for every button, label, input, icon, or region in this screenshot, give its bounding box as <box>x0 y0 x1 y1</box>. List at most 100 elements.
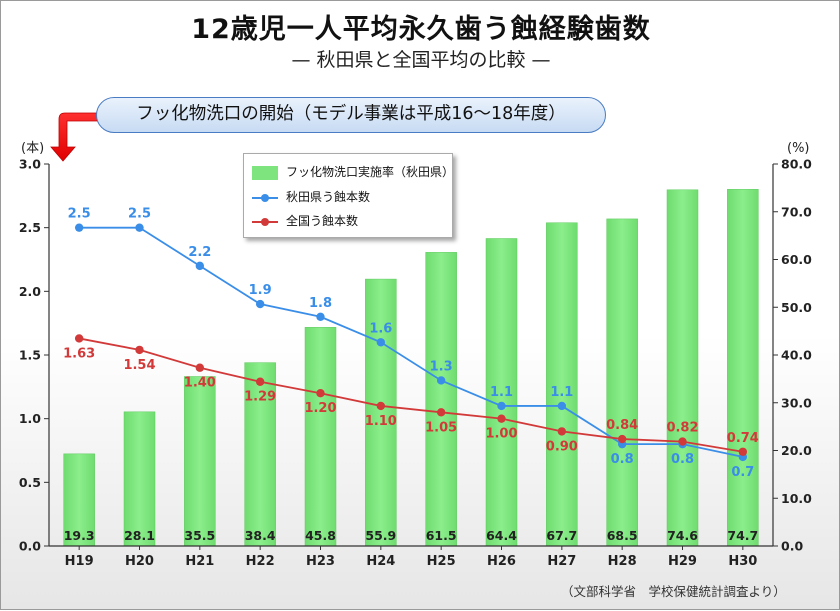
right-tick-label: 30.0 <box>781 395 812 410</box>
left-tick-label: 2.0 <box>19 284 41 299</box>
point-national <box>738 447 748 456</box>
right-axis-unit: (%) <box>787 141 810 156</box>
series-line-national <box>78 337 743 453</box>
x-tick-label: H20 <box>125 554 154 569</box>
data-label-national: 0.74 <box>727 431 759 446</box>
legend-item-bars: フッ化物洗口実施率（秋田県） <box>252 162 454 182</box>
x-tick-label: H29 <box>668 554 697 569</box>
right-tick-label: 20.0 <box>781 443 812 458</box>
bar <box>244 362 276 547</box>
x-tick-label: H21 <box>185 554 214 569</box>
point-national <box>557 427 567 436</box>
x-tick-label: H27 <box>547 554 576 569</box>
data-label-national: 1.54 <box>123 358 155 373</box>
left-tick-label: 1.5 <box>19 348 41 363</box>
data-label-national: 0.82 <box>666 421 698 436</box>
data-label-akita: 1.1 <box>550 385 573 400</box>
point-akita <box>195 261 205 271</box>
data-label-national: 1.40 <box>184 376 216 391</box>
bar-value-label: 38.4 <box>245 528 276 543</box>
chart-subtitle: — 秋田県と全国平均の比較 — <box>291 49 551 71</box>
series-line-akita <box>79 226 744 458</box>
bar <box>425 252 457 547</box>
source-note: （文部科学省 学校保健統計調査より） <box>561 584 786 599</box>
bar-value-label: 28.1 <box>124 528 155 543</box>
x-tick-label: H25 <box>427 554 456 569</box>
data-label-akita: 0.7 <box>731 465 754 480</box>
point-national <box>376 401 386 411</box>
left-tick-label: 3.0 <box>19 157 41 172</box>
x-tick-label: H22 <box>246 554 275 569</box>
data-label-national: 1.00 <box>485 427 517 442</box>
point-akita <box>316 312 325 321</box>
data-label-national: 1.05 <box>425 420 457 435</box>
data-label-national: 1.63 <box>63 346 95 361</box>
legend-label-akita: 秋田県う蝕本数 <box>286 190 371 204</box>
bar-value-label: 55.9 <box>365 528 396 543</box>
right-tick-label: 40.0 <box>781 348 812 363</box>
chart-legend: フッ化物洗口実施率（秋田県） 秋田県う蝕本数 全国う蝕本数 <box>243 153 454 238</box>
right-tick-label: 0.0 <box>781 539 803 554</box>
annotation-banner: フッ化物洗口の開始（モデル事業は平成16〜18年度） <box>96 97 606 133</box>
x-tick-label: H24 <box>366 554 395 569</box>
data-label-akita: 1.3 <box>430 359 453 374</box>
bar <box>606 218 638 547</box>
bar-value-label: 74.6 <box>667 528 698 543</box>
right-tick-label: 10.0 <box>781 491 812 506</box>
data-label-national: 1.20 <box>304 401 336 416</box>
bar-value-label: 45.8 <box>305 528 336 543</box>
x-tick-label: H19 <box>65 554 94 569</box>
left-axis-unit: (本) <box>21 141 44 156</box>
left-tick-label: 0.5 <box>19 475 41 490</box>
data-label-akita: 2.5 <box>128 207 151 222</box>
data-label-akita: 1.6 <box>369 321 392 336</box>
bar <box>666 189 699 547</box>
bar-value-label: 67.7 <box>546 528 577 543</box>
point-national <box>617 434 627 444</box>
legend-label-bars: フッ化物洗口実施率（秋田県） <box>286 165 455 179</box>
bar-value-label: 74.7 <box>727 528 758 543</box>
point-national <box>678 437 687 446</box>
right-tick-label: 60.0 <box>781 252 812 267</box>
right-tick-label: 50.0 <box>781 300 812 315</box>
bar-value-label: 61.5 <box>426 528 457 543</box>
bar-value-label: 19.3 <box>64 528 95 543</box>
x-tick-label: H26 <box>487 554 516 569</box>
data-label-national: 0.84 <box>606 418 638 433</box>
left-tick-label: 0.0 <box>19 539 41 554</box>
x-tick-label: H23 <box>306 554 335 569</box>
bar <box>184 376 216 547</box>
point-national <box>74 334 84 343</box>
point-national <box>195 363 205 372</box>
legend-swatch-akita <box>252 191 278 205</box>
bar <box>63 453 95 547</box>
right-tick-label: 70.0 <box>781 204 812 219</box>
point-national <box>497 414 506 423</box>
legend-swatch-bars <box>252 165 278 180</box>
legend-swatch-national <box>252 215 278 229</box>
data-label-akita: 1.1 <box>490 385 513 400</box>
data-label-national: 1.29 <box>244 390 276 405</box>
bar-value-label: 35.5 <box>184 528 215 543</box>
bar <box>304 327 337 547</box>
point-national <box>255 377 265 386</box>
data-label-national: 0.90 <box>546 439 578 454</box>
left-tick-label: 2.5 <box>19 220 41 235</box>
x-tick-label: H30 <box>728 554 757 569</box>
legend-item-national: 全国う蝕本数 <box>252 211 358 231</box>
legend-item-akita: 秋田県う蝕本数 <box>252 187 370 207</box>
arrow-icon <box>50 112 98 162</box>
data-label-akita: 1.8 <box>309 296 332 311</box>
point-akita <box>74 223 84 232</box>
data-label-national: 1.10 <box>365 414 397 429</box>
legend-label-national: 全国う蝕本数 <box>286 214 359 228</box>
bar-value-label: 64.4 <box>486 528 517 543</box>
data-label-akita: 2.2 <box>188 245 211 260</box>
data-label-akita: 0.8 <box>671 452 694 467</box>
point-akita <box>255 299 265 309</box>
point-national <box>436 408 446 417</box>
bar-value-label: 68.5 <box>607 528 638 543</box>
data-label-akita: 1.9 <box>249 283 272 298</box>
